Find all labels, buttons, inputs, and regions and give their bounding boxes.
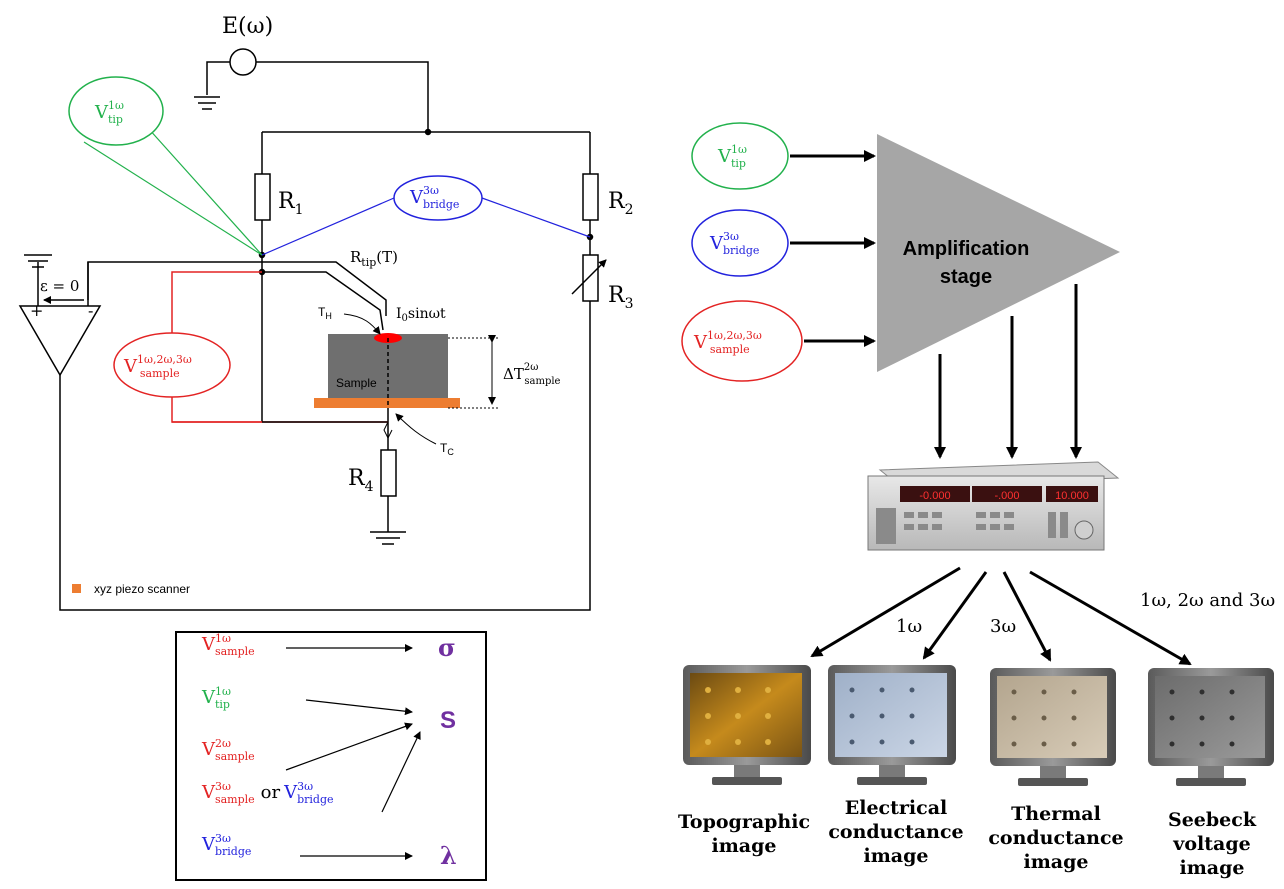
delta-t-label: ΔT2ω sample: [503, 362, 561, 387]
input-v-tip-label: V1ω tip: [717, 143, 747, 170]
differential-amplifier: [18, 305, 102, 377]
input-v-bridge-label: V3ω bridge: [709, 230, 759, 257]
amp-output-arrows: [934, 284, 1082, 459]
rtip-label: Rtip(T): [350, 248, 398, 269]
summary-arrows: [285, 644, 421, 860]
caption-topographic-line1: Topographic: [678, 811, 810, 833]
ground-icon: [370, 531, 406, 545]
box-v-sample-1w: V1ω sample: [201, 632, 255, 658]
caption-seebeck-line1: Seebeck: [1168, 809, 1257, 831]
piezo-scanner-plate: [314, 398, 460, 408]
monitor-seebeck: [1148, 668, 1274, 786]
result-lambda: λ: [440, 841, 457, 870]
plus-sign: +: [30, 301, 43, 320]
bridge-voltage-lines: [261, 197, 591, 256]
v-tip-label: V1ω tip: [94, 99, 124, 126]
wire-tip-lower: [262, 271, 384, 331]
input-arrows: [790, 150, 876, 347]
amp-label-line1: Amplification: [903, 238, 1030, 260]
wire-outer-loop: [59, 301, 591, 611]
input-v-sample-bubble: [681, 300, 803, 382]
caption-thermal-line2: conductance: [988, 827, 1123, 849]
tip-voltage-lines: [83, 127, 263, 256]
caption-seebeck-line2: voltage: [1172, 833, 1250, 855]
box-v-bridge-3w: V3ω bridge: [201, 832, 251, 858]
variable-resistor-arrow: [571, 259, 607, 295]
current-arrow-down: [383, 421, 393, 440]
display-3-readout: 10.000: [1055, 490, 1089, 502]
caption-electrical-line3: image: [863, 845, 928, 867]
legend-swatch: [72, 584, 81, 593]
r2-label: R2: [608, 189, 634, 218]
box-v-sample-3w-or-bridge: V3ω sample or V3ω bridge: [201, 780, 334, 806]
epsilon-label: ε = 0: [40, 277, 79, 295]
caption-electrical-line1: Electrical: [845, 797, 947, 819]
caption-thermal-line1: Thermal: [1011, 803, 1101, 825]
result-sigma: σ: [438, 633, 456, 662]
ac-source: [229, 48, 257, 76]
caption-topographic-line2: image: [711, 835, 776, 857]
current-label: I0sinωt: [396, 306, 446, 324]
resistor-r3: [582, 254, 599, 302]
input-v-bridge-bubble: [691, 209, 789, 277]
th-label: TH: [318, 305, 332, 321]
v-bridge-bubble: [393, 175, 483, 221]
summary-box: [175, 631, 487, 881]
knob-icon: [1074, 520, 1094, 540]
caption-electrical-line2: conductance: [828, 821, 963, 843]
monitor-electrical: [828, 665, 956, 785]
resistor-r4: [380, 449, 397, 497]
caption-thermal-line3: image: [1023, 851, 1088, 873]
summary-rows: V1ω sample V1ω tip V2ω sample V3ω sample or V3…: [201, 632, 334, 858]
box-v-tip-1w: V1ω tip: [201, 685, 231, 711]
r1-label: R1: [278, 189, 304, 218]
wire-ground-to-source: [206, 61, 230, 95]
output-label-3w: 3ω: [990, 616, 1016, 637]
display-1: [900, 486, 970, 502]
resistor-r2: [582, 173, 599, 221]
lock-in-amplifier: -0.000 -.000 10.000: [867, 461, 1120, 551]
v-tip-bubble: [68, 76, 164, 146]
caption-seebeck-line3: image: [1179, 857, 1244, 879]
display-1-readout: -0.000: [919, 490, 950, 502]
v-sample-label: V1ω,2ω,3ω sample: [123, 353, 192, 380]
output-label-1w: 1ω: [896, 616, 922, 637]
monitor-topographic: [683, 665, 811, 785]
tc-label: TC: [440, 441, 454, 457]
ground-icon: [24, 254, 52, 268]
output-arrows: [810, 566, 1192, 666]
wire-tip-upper: [87, 261, 387, 316]
monitor-captions: Topographic image Electrical conductance…: [678, 797, 1257, 879]
output-label-all: 1ω, 2ω and 3ω: [1140, 590, 1275, 611]
r3-label: R3: [608, 283, 634, 312]
minus-sign: -: [88, 301, 93, 320]
v-sample-bubble: [113, 332, 231, 398]
result-seebeck: S: [440, 707, 456, 734]
display-2: [972, 486, 1042, 502]
input-v-sample-label: V1ω,2ω,3ω sample: [693, 329, 762, 356]
resistor-r1: [254, 173, 271, 221]
ground-icon: [194, 96, 220, 110]
source-label: E(ω): [222, 14, 273, 39]
v-bridge-label: V3ω bridge: [409, 184, 459, 211]
sample-label: Sample: [336, 376, 377, 390]
display-2-readout: -.000: [994, 490, 1019, 502]
legend-label: xyz piezo scanner: [94, 582, 190, 596]
amp-label-line2: stage: [940, 266, 992, 288]
wire-source-to-bridge: [256, 61, 429, 132]
input-v-tip-bubble: [691, 122, 789, 190]
display-3: [1046, 486, 1098, 502]
box-v-sample-2w: V2ω sample: [201, 737, 255, 763]
r4-label: R4: [348, 466, 374, 495]
amplification-stage: [877, 134, 1120, 372]
monitor-thermal: [990, 668, 1116, 786]
junction: [424, 128, 432, 136]
